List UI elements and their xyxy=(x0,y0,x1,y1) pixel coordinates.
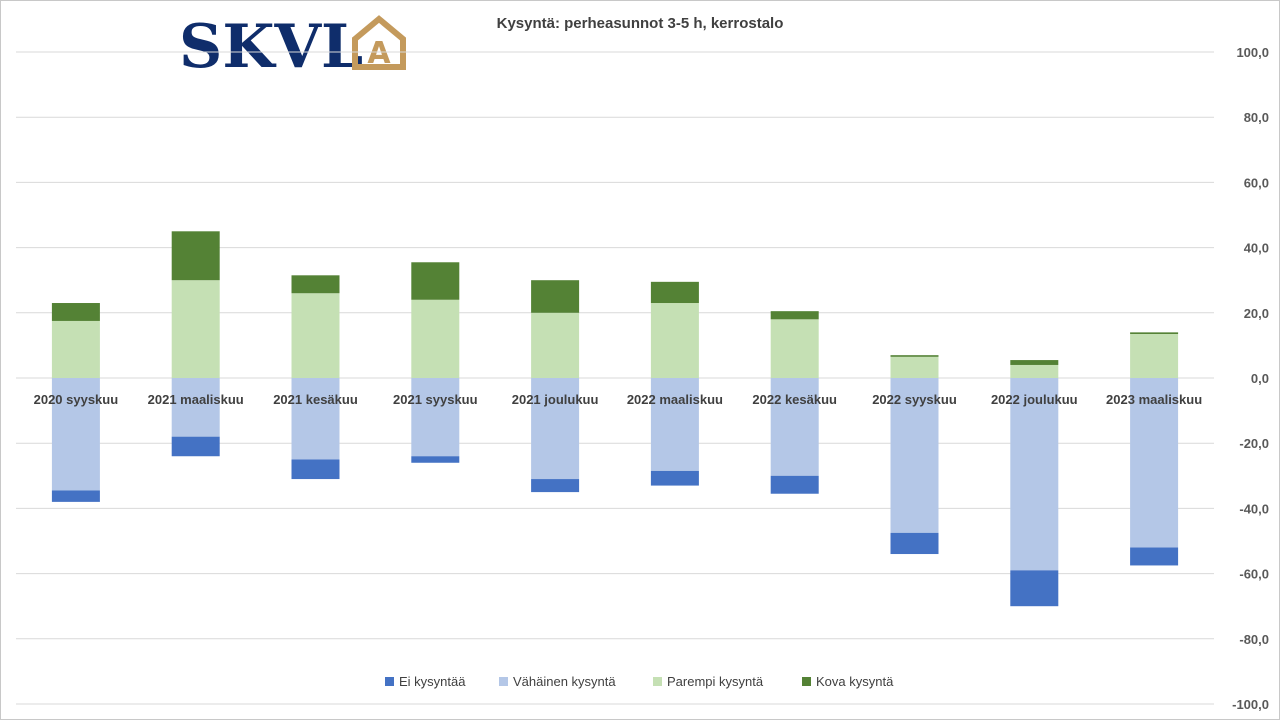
logo-mark-letter: A xyxy=(367,36,391,71)
y-tick-label: 60,0 xyxy=(1244,175,1269,190)
bar-segment xyxy=(770,475,819,494)
bar-segment xyxy=(411,456,460,463)
category-label: 2022 kesäkuu xyxy=(752,392,837,407)
y-tick-label: -40,0 xyxy=(1239,501,1269,516)
bar-segment xyxy=(171,280,220,378)
category-label: 2021 syyskuu xyxy=(393,392,478,407)
category-label: 2020 syyskuu xyxy=(34,392,119,407)
legend-swatch xyxy=(385,677,394,686)
bar-segment xyxy=(650,470,699,486)
legend-label: Vähäinen kysyntä xyxy=(513,674,616,689)
bar-segment xyxy=(291,459,340,480)
bar-segment xyxy=(1010,364,1059,378)
y-tick-label: 20,0 xyxy=(1244,306,1269,321)
bar-segment xyxy=(770,319,819,378)
legend-swatch xyxy=(802,677,811,686)
bar-segment xyxy=(531,312,580,378)
bar-segment xyxy=(1010,378,1059,571)
bar-segment xyxy=(650,303,699,378)
bar-segment xyxy=(650,281,699,304)
legend-swatch xyxy=(499,677,508,686)
bar-segment xyxy=(51,320,100,378)
logo-house-icon: A xyxy=(352,15,406,71)
bar-segment xyxy=(411,378,460,457)
y-tick-label: -20,0 xyxy=(1239,436,1269,451)
legend-label: Ei kysyntää xyxy=(399,674,466,689)
y-tick-label: -80,0 xyxy=(1239,632,1269,647)
category-label: 2021 kesäkuu xyxy=(273,392,358,407)
bar-segment xyxy=(51,378,100,491)
category-label: 2023 maaliskuu xyxy=(1106,392,1202,407)
bar-segment xyxy=(1130,333,1179,378)
legend-label: Kova kysyntä xyxy=(816,674,894,689)
y-tick-label: -60,0 xyxy=(1239,567,1269,582)
category-label: 2022 maaliskuu xyxy=(627,392,723,407)
bar-segment xyxy=(650,378,699,471)
bar-segment xyxy=(171,378,220,437)
bar-segment xyxy=(531,280,580,313)
bar-segment xyxy=(1130,547,1179,566)
category-label: 2022 joulukuu xyxy=(991,392,1078,407)
chart-title: Kysyntä: perheasunnot 3-5 h, kerrostalo xyxy=(497,15,784,32)
category-labels: 2020 syyskuu 2021 maaliskuu 2021 kesäkuu 20… xyxy=(34,392,1203,407)
category-label: 2022 syyskuu xyxy=(872,392,957,407)
bar-segment xyxy=(1130,378,1179,548)
y-tick-label: 80,0 xyxy=(1244,110,1269,125)
bar-segment xyxy=(51,303,100,321)
bar-segment xyxy=(291,293,340,378)
bar-segment xyxy=(1010,570,1059,607)
bar-segment xyxy=(890,355,939,357)
category-label: 2021 maaliskuu xyxy=(148,392,244,407)
y-axis: 100,0 80,0 60,0 40,0 20,0 0,0 -20,0 -40,0 -60,0 -… xyxy=(1232,45,1269,712)
bar-segment xyxy=(291,378,340,460)
bar-segment xyxy=(770,378,819,476)
bar-segment xyxy=(770,311,819,320)
bar-segment xyxy=(890,356,939,378)
bar-segment xyxy=(1010,360,1059,365)
bar-segment xyxy=(411,299,460,378)
logo-text: SKVL xyxy=(179,12,363,82)
bar-segment xyxy=(531,378,580,480)
bar-segment xyxy=(890,532,939,555)
bar-segment xyxy=(171,231,220,281)
bar-segment xyxy=(51,490,100,502)
y-tick-label: 0,0 xyxy=(1251,371,1269,386)
bar-segment xyxy=(291,275,340,294)
y-tick-label: 40,0 xyxy=(1244,241,1269,256)
category-label: 2021 joulukuu xyxy=(512,392,599,407)
skvl-logo: SKVL A xyxy=(179,12,406,82)
y-tick-label: 100,0 xyxy=(1236,45,1269,60)
y-tick-label: -100,0 xyxy=(1232,697,1269,712)
bars xyxy=(51,231,1179,607)
legend-swatch xyxy=(653,677,662,686)
legend-label: Parempi kysyntä xyxy=(667,674,764,689)
bar-segment xyxy=(1130,332,1179,334)
bar-segment xyxy=(531,479,580,493)
bar-segment xyxy=(890,378,939,533)
bar-segment xyxy=(411,262,460,300)
bar-segment xyxy=(171,436,220,457)
legend: Ei kysyntää Vähäinen kysyntä Parempi kysyn… xyxy=(385,674,894,689)
